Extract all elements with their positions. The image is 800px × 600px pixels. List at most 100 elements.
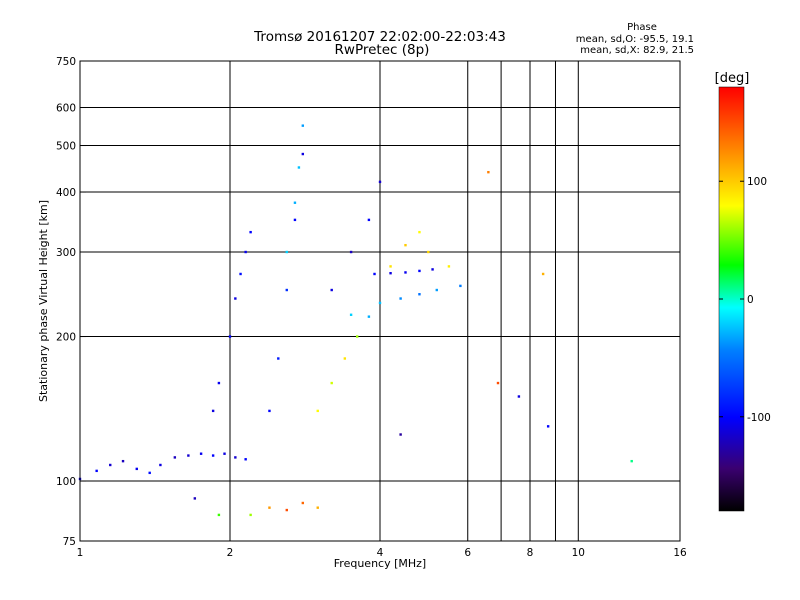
y-tick-label: 600 <box>56 103 76 115</box>
data-point <box>285 508 288 512</box>
data-point <box>316 409 319 413</box>
data-point <box>193 497 197 500</box>
data-point <box>244 250 247 254</box>
y-tick-label: 100 <box>56 476 76 488</box>
data-points <box>78 124 633 517</box>
y-tick-label: 400 <box>56 187 76 199</box>
data-point <box>234 456 237 459</box>
data-point <box>187 454 190 457</box>
x-tick-label: 1 <box>77 547 84 559</box>
data-point <box>285 288 288 292</box>
data-point <box>349 250 353 254</box>
data-point <box>293 218 297 222</box>
data-point <box>95 469 98 473</box>
data-point <box>367 315 371 318</box>
data-point <box>389 272 392 275</box>
data-point <box>239 272 242 276</box>
y-axis-label: Stationary phase Virtual Height [km] <box>37 200 50 402</box>
chart-title: Tromsø 20161207 22:02:00-22:03:43 <box>253 29 506 45</box>
data-point <box>199 452 203 455</box>
data-point <box>373 272 376 276</box>
data-point <box>217 381 221 385</box>
data-point <box>541 272 545 276</box>
data-point <box>297 166 301 169</box>
y-axis-ticks: 75 100 200 300 400 500 600 750 <box>56 56 86 548</box>
data-point <box>159 463 162 467</box>
x-tick-label: 2 <box>227 547 234 559</box>
y-tick-label: 300 <box>56 247 76 259</box>
y-tick-label: 200 <box>56 332 76 344</box>
data-point <box>109 463 112 467</box>
data-point <box>223 452 226 455</box>
data-point <box>355 335 359 338</box>
x-tick-label: 10 <box>572 547 585 559</box>
data-point <box>418 269 421 273</box>
chart-subtitle: RwPretec (8p) <box>335 42 430 58</box>
data-point <box>285 250 288 254</box>
colorbar <box>718 86 745 512</box>
data-point <box>418 293 421 296</box>
colorbar-label: [deg] <box>715 71 750 86</box>
x-tick-label: 16 <box>673 547 687 559</box>
data-point <box>234 297 237 300</box>
data-point <box>418 230 421 234</box>
data-point <box>249 230 252 234</box>
data-point <box>277 357 280 360</box>
data-point <box>135 467 138 471</box>
data-point <box>367 218 371 222</box>
x-axis-ticks: 1 2 4 6 8 10 16 <box>77 547 687 559</box>
data-point <box>630 459 633 463</box>
y-tick-label: 500 <box>56 141 76 153</box>
data-point <box>217 513 221 517</box>
data-point <box>173 456 177 459</box>
data-point <box>389 265 392 268</box>
data-point <box>487 170 490 174</box>
data-point <box>121 459 125 463</box>
data-point <box>399 297 402 300</box>
data-point <box>349 313 353 316</box>
data-point <box>301 124 305 127</box>
colorbar-tick-label: 100 <box>747 176 767 188</box>
data-point <box>459 284 462 288</box>
data-point <box>447 265 451 268</box>
y-tick-label: 75 <box>63 536 76 548</box>
colorbar-ticks: 100 0 -100 <box>719 176 771 424</box>
x-axis-label: Frequency [MHz] <box>334 557 426 570</box>
annotation-line-x: mean, sd,X: 82.9, 21.5 <box>580 45 694 56</box>
data-point <box>431 268 434 271</box>
data-point <box>316 506 319 509</box>
data-point <box>427 250 430 254</box>
annotation-heading: Phase <box>627 22 657 33</box>
y-tick-label: 750 <box>56 56 76 68</box>
data-point <box>211 454 215 457</box>
data-point <box>343 357 347 360</box>
data-point <box>517 395 521 398</box>
data-point <box>546 425 550 428</box>
data-point <box>301 152 305 156</box>
colorbar-tick-label: -100 <box>747 412 771 424</box>
grid-lines <box>80 61 680 541</box>
data-point <box>244 458 247 461</box>
data-point <box>148 471 151 475</box>
data-point <box>330 381 333 385</box>
data-point <box>211 409 215 413</box>
data-point <box>228 335 232 338</box>
data-point <box>268 409 271 413</box>
annotation-line-o: mean, sd,O: -95.5, 19.1 <box>576 34 694 45</box>
data-point <box>249 513 252 517</box>
data-point <box>404 243 407 247</box>
data-point <box>330 288 333 292</box>
x-tick-label: 4 <box>377 547 384 559</box>
colorbar-tick-label: 0 <box>747 294 754 306</box>
data-point <box>435 288 438 292</box>
data-point <box>293 201 297 204</box>
x-tick-label: 6 <box>464 547 471 559</box>
data-point <box>399 433 402 436</box>
plot-frame <box>79 60 681 542</box>
data-point <box>301 501 305 505</box>
data-point <box>496 381 500 385</box>
data-point <box>378 301 382 305</box>
x-tick-label: 8 <box>527 547 534 559</box>
